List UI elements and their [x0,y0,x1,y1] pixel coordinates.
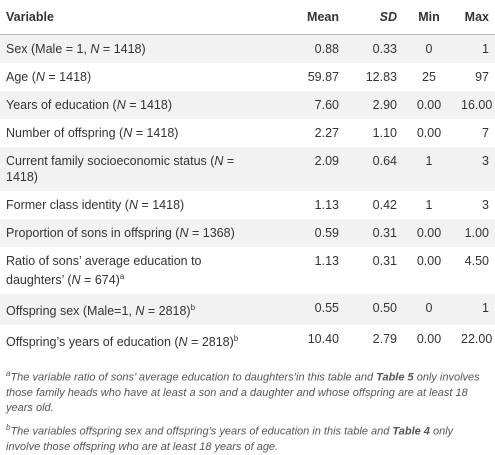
header-cell: Variable [0,0,258,35]
variable-cell: Former class identity (N = 1418) [0,191,258,219]
value-cell: 4.50 [464,254,489,268]
variable-label: Former class identity (N = 1418) [6,198,185,212]
variable-label: Number of offspring (N = 1418) [6,126,179,140]
value-cell: 0.50 [372,301,397,316]
variable-cell: Years of education (N = 1418) [0,91,258,119]
footnote-mark: a [6,369,11,379]
variable-cell: Ratio of sons’ average education to daug… [0,247,258,294]
variable-label: Proportion of sons in offspring (N = 136… [6,226,235,240]
value-cell: 16.00 [461,98,493,112]
value-cell: 0 [425,301,433,316]
value-cell: 0.33 [372,42,397,56]
variable-label: Offspring sex (Male=1, N = 2818) [6,304,191,319]
value-cell: 0.00 [416,226,442,240]
footnote-mark: b [233,334,239,344]
table-row: Proportion of sons in offspring (N = 136… [0,219,495,247]
value-cell: 1.13 [314,254,339,268]
value-cell: 0.64 [372,154,397,168]
footnote-text: The variables offspring sex and offsprin… [6,425,454,453]
table-row: Years of education (N = 1418) 7.60 2.90 0.0… [0,91,495,119]
variable-label: Offspring’s years of education (N = 2818… [6,335,234,350]
variable-cell: Number of offspring (N = 1418) [0,119,258,147]
value-cell: 0.59 [314,226,339,240]
value-cell: 7 [482,126,489,140]
value-cell: 2.90 [372,98,397,112]
value-cell: 59.87 [307,70,339,84]
table-row: Current family socioeconomic status (N =… [0,147,495,191]
table-row: Age (N = 1418) 59.87 12.83 25 97 [0,63,495,91]
footnote: aThe variable ratio of sons’ average edu… [6,366,489,416]
variable-label: Sex (Male = 1, N = 1418) [6,42,146,56]
footnote-mark: b [190,303,196,313]
table-row: Offspring’s years of education (N = 2818… [0,325,495,356]
variable-cell: Offspring’s years of education (N = 2818… [0,325,258,356]
value-cell: 3 [482,198,489,212]
value-cell: 1.10 [372,126,397,140]
variable-cell: Age (N = 1418) [0,63,258,91]
value-cell: 7.60 [314,98,339,112]
value-cell: 0.88 [314,42,339,56]
value-cell: 1 [425,154,433,168]
table-row: Ratio of sons’ average education to daug… [0,247,495,294]
value-cell: 12.83 [365,70,397,84]
variable-label: Ratio of sons’ average education to daug… [6,254,202,288]
footnote-mark: a [119,272,125,281]
value-cell: 0.00 [416,126,442,140]
variable-cell: Sex (Male = 1, N = 1418) [0,35,258,64]
variable-cell: Offspring sex (Male=1, N = 2818)b [0,294,258,325]
footnote: bThe variables offspring sex and offspri… [6,420,489,455]
table-row: Former class identity (N = 1418) 1.13 0.42… [0,191,495,219]
value-cell: 0.55 [314,301,339,316]
value-cell: 2.79 [372,332,397,347]
value-cell: 3 [482,154,489,168]
value-cell: 2.09 [314,154,339,168]
footnote-text: The variable ratio of sons’ average educ… [6,372,480,415]
header-cell: SD [345,0,403,35]
value-cell: 25 [422,70,436,84]
value-cell: 1.00 [464,226,489,240]
value-cell: 1 [482,301,489,316]
value-cell: 22.00 [461,332,493,347]
header-cell: Mean [258,0,345,35]
table-row: Number of offspring (N = 1418) 2.27 1.10 0.… [0,119,495,147]
data-table: Variable Mean SD Min Max Sex (Male = 1, … [0,0,495,357]
table-body: Sex (Male = 1, N = 1418) 0.88 0.33 0 1 Age (N… [0,34,495,357]
table-row: Offspring sex (Male=1, N = 2818)b 0.55 0.5… [0,294,495,326]
variable-cell: Current family socioeconomic status (N =… [0,147,258,191]
header-cell: Max [455,0,495,35]
value-cell: 0.31 [372,254,397,268]
value-cell: 0.42 [372,198,397,212]
value-cell: 1 [425,198,433,212]
variable-cell: Proportion of sons in offspring (N = 136… [0,219,258,247]
footnotes: aThe variable ratio of sons’ average edu… [0,356,495,454]
value-cell: 0.31 [372,226,397,240]
header-cell: Min [403,0,455,35]
variable-label: Current family socioeconomic status (N =… [6,154,235,184]
value-cell: 1 [482,42,489,56]
value-cell: 1.13 [314,198,339,212]
table-row: Sex (Male = 1, N = 1418) 0.88 0.33 0 1 [0,34,495,64]
value-cell: 0.00 [416,254,442,268]
variable-label: Years of education (N = 1418) [6,98,172,112]
value-cell: 10.40 [307,332,339,347]
header-row: Variable Mean SD Min Max [0,0,495,35]
value-cell: 0.00 [416,98,442,112]
value-cell: 0.00 [416,332,442,347]
value-cell: 2.27 [314,126,339,140]
value-cell: 97 [475,70,489,84]
value-cell: 0 [425,42,433,56]
variable-label: Age (N = 1418) [6,70,92,84]
